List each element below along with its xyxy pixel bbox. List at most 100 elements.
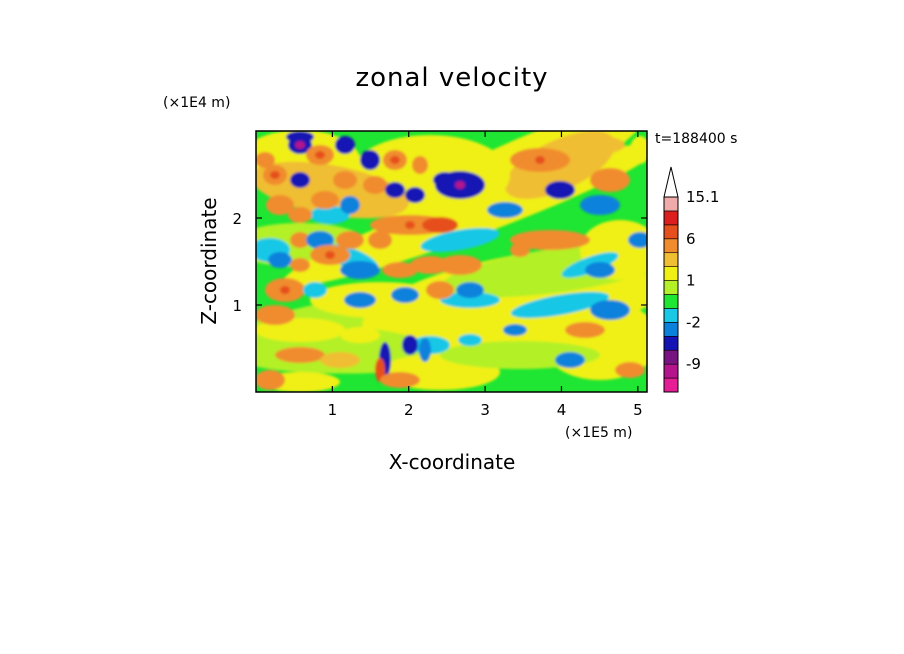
field-core xyxy=(295,141,305,149)
colorbar-swatch xyxy=(663,196,679,212)
field-cell xyxy=(433,172,457,188)
field-cell xyxy=(456,282,484,298)
field-cell xyxy=(375,358,385,382)
field-cell xyxy=(266,195,294,215)
field-cell xyxy=(344,292,376,308)
colorbar-swatch xyxy=(663,238,679,254)
field-cell xyxy=(290,172,310,188)
colorbar-swatch xyxy=(663,322,679,337)
field-cell xyxy=(510,230,590,250)
x-tick-label: 3 xyxy=(480,401,490,419)
field-cell xyxy=(503,324,527,336)
field-cell xyxy=(419,338,431,362)
field-core xyxy=(405,221,415,229)
field-cell xyxy=(290,258,310,272)
colorbar-tick-label: -2 xyxy=(686,313,701,331)
colorbar-swatch xyxy=(663,266,679,281)
field-plot-area xyxy=(256,131,647,392)
field-cell xyxy=(340,327,380,343)
time-label: t=188400 s xyxy=(655,131,737,147)
field-cell xyxy=(590,168,630,192)
field-cell xyxy=(590,300,630,320)
colorbar-swatch xyxy=(663,308,679,323)
field-cell xyxy=(438,255,482,275)
field-contours xyxy=(256,131,647,392)
field-band xyxy=(310,206,350,224)
colorbar-swatch xyxy=(663,363,679,379)
field-core xyxy=(455,181,465,189)
field-cell xyxy=(422,217,458,233)
x-axis: 1 2 3 4 5 xyxy=(328,131,643,419)
colorbar-tick-label: 1 xyxy=(686,272,696,290)
field-cell xyxy=(487,202,523,218)
colorbar-swatch xyxy=(663,349,679,365)
field-cell xyxy=(256,370,285,390)
field-cell xyxy=(630,136,647,164)
colorbar: 15.1 6 1 -2 -9 xyxy=(663,166,719,393)
field-cell xyxy=(426,281,454,299)
x-axis-label: X-coordinate xyxy=(389,450,516,474)
field-cell xyxy=(510,243,530,257)
field-band xyxy=(420,227,500,253)
field-band xyxy=(510,291,610,319)
field-cell xyxy=(402,335,418,355)
y-tick-label: 2 xyxy=(232,210,242,228)
field-core xyxy=(270,171,280,179)
y-unit-label: (×1E4 m) xyxy=(163,95,230,111)
field-cell xyxy=(340,196,360,214)
field-cell xyxy=(391,287,419,303)
field-cell xyxy=(306,231,334,249)
field-cell xyxy=(410,256,450,274)
field-cell xyxy=(256,152,275,168)
field-cell xyxy=(385,182,405,198)
field-cell xyxy=(458,334,482,346)
field-cell xyxy=(290,232,310,248)
colorbar-tick-label: 15.1 xyxy=(686,188,719,206)
field-core xyxy=(325,251,335,259)
field-cell xyxy=(580,195,620,215)
y-axis-label: Z-coordinate xyxy=(197,197,221,324)
field-cell xyxy=(565,322,605,338)
x-tick-label: 4 xyxy=(557,401,567,419)
x-tick-label: 2 xyxy=(404,401,414,419)
field-cell xyxy=(380,372,420,388)
field-cell xyxy=(382,262,418,278)
field-cell xyxy=(615,362,645,378)
colorbar-swatch xyxy=(663,224,679,240)
colorbar-tick-label: 6 xyxy=(686,230,696,248)
field-cell xyxy=(336,231,364,249)
field-cell xyxy=(303,282,327,298)
field-core xyxy=(315,151,325,159)
field-cell xyxy=(335,136,355,154)
field-cell xyxy=(405,187,425,203)
colorbar-swatch xyxy=(663,252,679,267)
field-cell xyxy=(288,207,312,223)
field-band xyxy=(440,292,500,308)
field-cell xyxy=(320,352,360,368)
colorbar-tick-label: -9 xyxy=(686,355,701,373)
colorbar-extend-triangle xyxy=(663,166,679,198)
field-cell xyxy=(363,176,387,194)
chart-title: zonal velocity xyxy=(355,63,548,93)
colorbar-swatch xyxy=(663,280,679,295)
x-tick-label: 1 xyxy=(328,401,338,419)
field-cell xyxy=(545,181,575,199)
field-cell xyxy=(585,262,615,278)
field-cell xyxy=(333,171,357,189)
field-cell xyxy=(360,150,380,170)
y-axis: 12 xyxy=(232,210,647,315)
field-cell xyxy=(340,261,380,279)
colorbar-swatch xyxy=(663,294,679,309)
field-cell xyxy=(555,135,625,155)
colorbar-swatch xyxy=(663,210,679,226)
field-cell xyxy=(286,131,314,143)
y-tick-label: 1 xyxy=(232,297,242,315)
field-cell xyxy=(412,156,428,174)
field-core xyxy=(280,286,290,294)
field-core xyxy=(535,156,545,164)
field-cell xyxy=(275,347,325,363)
field-cell xyxy=(311,191,339,209)
field-cell xyxy=(368,231,392,249)
x-unit-label: (×1E5 m) xyxy=(565,425,632,441)
